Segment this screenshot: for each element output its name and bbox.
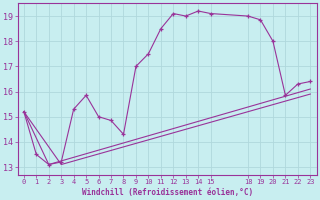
X-axis label: Windchill (Refroidissement éolien,°C): Windchill (Refroidissement éolien,°C) bbox=[82, 188, 253, 197]
